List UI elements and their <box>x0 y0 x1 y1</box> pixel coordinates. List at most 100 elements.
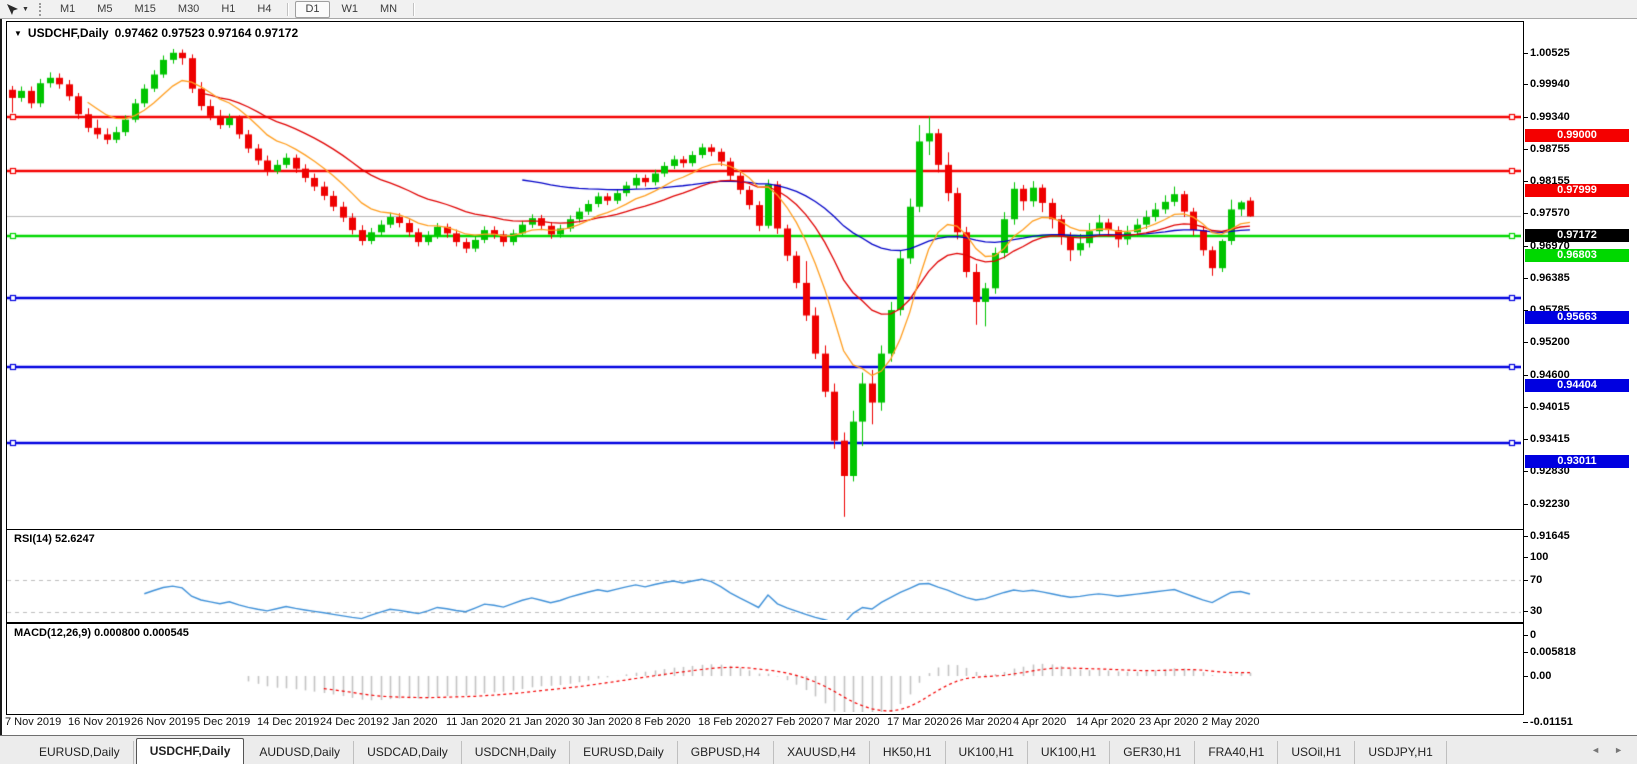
price-tick-label: 0.97570 <box>1530 207 1570 219</box>
date-tick-label: 4 Apr 2020 <box>1013 716 1067 728</box>
date-tick-label: 17 Mar 2020 <box>887 716 949 728</box>
hline-price-badge: 0.93011 <box>1525 455 1629 468</box>
chart-symbol-period: USDCHF,Daily <box>27 26 109 40</box>
chart-window: ▼ USDCHF,Daily 0.97462 0.97523 0.97164 0… <box>0 19 1637 735</box>
timeframe-button-h4[interactable]: H4 <box>257 2 272 15</box>
chart-tab-usdjpy-h1[interactable]: USDJPY,H1 <box>1355 741 1447 764</box>
hline-price-badge: 0.96803 <box>1525 249 1629 262</box>
chart-tab-uk100-h1[interactable]: UK100,H1 <box>1028 741 1111 764</box>
price-tick-mark <box>1523 536 1528 537</box>
chart-tab-hk50-h1[interactable]: HK50,H1 <box>870 741 946 764</box>
price-tick-label: 0.91645 <box>1530 530 1570 542</box>
price-tick-mark <box>1523 504 1528 505</box>
date-tick-label: 26 Nov 2019 <box>131 716 194 728</box>
rsi-label: RSI(14) 52.6247 <box>14 533 95 545</box>
price-tick-mark <box>1523 471 1528 472</box>
current-price-badge: 0.97172 <box>1525 229 1629 242</box>
timeframe-button-w1[interactable]: W1 <box>341 2 359 15</box>
date-tick-label: 23 Apr 2020 <box>1139 716 1199 728</box>
rsi-tick-label: 30 <box>1530 605 1543 617</box>
hline-price-badge: 0.94404 <box>1525 379 1629 392</box>
timeframe-toolbar: ▼ M1 M5 M15 M30 H1 H4 D1 W1 MN <box>0 0 1637 19</box>
tab-scroll-left-arrow[interactable]: ◄ <box>1591 745 1601 755</box>
macd-tick-label: -0.01151 <box>1530 716 1573 728</box>
rsi-tick-mark <box>1523 580 1528 581</box>
chart-tab-xauusd-h4[interactable]: XAUUSD,H4 <box>774 741 870 764</box>
date-tick-label: 7 Nov 2019 <box>5 716 62 728</box>
chart-tab-usdcad-daily[interactable]: USDCAD,Daily <box>354 741 462 764</box>
macd-tick-mark <box>1523 676 1528 677</box>
macd-tick-mark <box>1523 722 1528 723</box>
chart-title: ▼ USDCHF,Daily 0.97462 0.97523 0.97164 0… <box>14 26 298 40</box>
timeframe-button-mn[interactable]: MN <box>380 2 398 15</box>
price-tick-label: 1.00525 <box>1530 47 1570 59</box>
chart-tab-usdchf-daily[interactable]: USDCHF,Daily <box>135 738 245 764</box>
chart-tab-audusd-daily[interactable]: AUDUSD,Daily <box>246 741 355 764</box>
chart-tab-ger30-h1[interactable]: GER30,H1 <box>1110 741 1196 764</box>
date-tick-label: 21 Jan 2020 <box>509 716 570 728</box>
date-tick-label: 8 Feb 2020 <box>635 716 691 728</box>
rsi-tick-mark <box>1523 635 1528 636</box>
timeframe-button-m5[interactable]: M5 <box>97 2 113 15</box>
price-tick-label: 0.99940 <box>1530 78 1570 90</box>
macd-tick-mark <box>1523 652 1528 653</box>
timeframe-button-m1[interactable]: M1 <box>59 2 76 15</box>
hline-price-badge: 0.95663 <box>1525 311 1629 324</box>
price-tick-label: 0.98755 <box>1530 143 1570 155</box>
price-tick-mark <box>1523 407 1528 408</box>
rsi-indicator-canvas[interactable] <box>7 530 1521 620</box>
hline-price-badge: 0.97999 <box>1525 184 1629 197</box>
date-tick-label: 7 Mar 2020 <box>824 716 880 728</box>
date-tick-label: 16 Nov 2019 <box>68 716 131 728</box>
date-tick-label: 2 Jan 2020 <box>383 716 438 728</box>
chart-tab-eurusd-daily[interactable]: EURUSD,Daily <box>26 741 134 764</box>
price-tick-mark <box>1523 181 1528 182</box>
price-tick-mark <box>1523 117 1528 118</box>
toolbar-separator <box>287 2 290 16</box>
price-tick-label: 0.95200 <box>1530 336 1570 348</box>
tab-scroll-right-arrow[interactable]: ► <box>1614 745 1623 755</box>
timeframe-buttons: M1 M5 M15 M30 H1 H4 D1 W1 MN <box>49 0 420 18</box>
chart-tab-gbpusd-h4[interactable]: GBPUSD,H4 <box>678 741 775 764</box>
chart-tabs: EURUSD,Daily USDCHF,Daily AUDUSD,Daily USDC… <box>26 736 1447 764</box>
timeframe-button-h1[interactable]: H1 <box>221 2 236 15</box>
macd-tick-label: 0.00 <box>1530 670 1552 682</box>
cursor-dropdown-caret-icon[interactable]: ▼ <box>22 5 29 13</box>
price-tick-mark <box>1523 342 1528 343</box>
price-tick-label: 0.92830 <box>1530 465 1570 477</box>
price-tick-mark <box>1523 53 1528 54</box>
chart-tab-fra40-h1[interactable]: FRA40,H1 <box>1195 741 1279 764</box>
rsi-tick-label: 100 <box>1530 551 1549 563</box>
tab-scroll-arrows: ◄ ► <box>1591 745 1623 755</box>
price-tick-mark <box>1523 149 1528 150</box>
cursor-tool-icon[interactable] <box>3 2 21 16</box>
price-tick-label: 0.93415 <box>1530 433 1570 445</box>
rsi-tick-label: 70 <box>1530 574 1543 586</box>
rsi-tick-mark <box>1523 557 1528 558</box>
timeframe-button-d1[interactable]: D1 <box>295 0 330 18</box>
chart-ohlc-values: 0.97462 0.97523 0.97164 0.97172 <box>114 26 299 40</box>
chart-tab-usdcnh-daily[interactable]: USDCNH,Daily <box>462 741 571 764</box>
collapse-triangle-icon[interactable]: ▼ <box>14 28 22 38</box>
date-tick-label: 5 Dec 2019 <box>194 716 251 728</box>
price-tick-mark <box>1523 310 1528 311</box>
date-tick-label: 18 Feb 2020 <box>698 716 760 728</box>
timeframe-button-m30[interactable]: M30 <box>177 2 200 15</box>
rsi-tick-mark <box>1523 611 1528 612</box>
price-tick-label: 0.99340 <box>1530 111 1570 123</box>
chart-tab-usoil-h1[interactable]: USOil,H1 <box>1278 741 1356 764</box>
macd-indicator-canvas[interactable] <box>7 624 1521 712</box>
timeframe-button-m15[interactable]: M15 <box>134 2 156 15</box>
date-tick-label: 14 Dec 2019 <box>257 716 320 728</box>
date-tick-label: 2 May 2020 <box>1202 716 1260 728</box>
price-chart-canvas[interactable] <box>7 22 1521 527</box>
chart-tab-bar: EURUSD,Daily USDCHF,Daily AUDUSD,Daily USDC… <box>0 735 1637 764</box>
toolbar-grip[interactable] <box>38 2 41 16</box>
price-tick-label: 0.96385 <box>1530 272 1570 284</box>
price-tick-label: 0.92230 <box>1530 498 1570 510</box>
price-tick-label: 0.94015 <box>1530 401 1570 413</box>
chart-tab-uk100-h1[interactable]: UK100,H1 <box>946 741 1028 764</box>
price-tick-mark <box>1523 84 1528 85</box>
chart-tab-eurusd-daily[interactable]: EURUSD,Daily <box>570 741 678 764</box>
